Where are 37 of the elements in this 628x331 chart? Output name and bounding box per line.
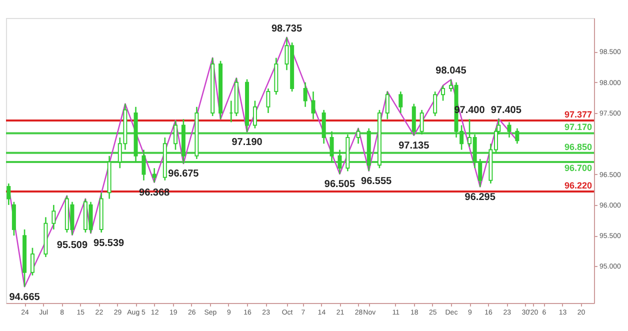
candlestick [507,122,512,138]
annotation: 98.045 [436,66,467,77]
candlestick [356,128,360,144]
annotation: 98.735 [271,23,302,34]
candlestick [174,120,178,150]
annotation: 96.295 [464,192,496,203]
candlestick [515,128,520,144]
annotation: 97.405 [490,104,522,116]
candlestick [52,204,56,230]
annotation: 96.555 [361,176,392,187]
ref-line-label: 96.220 [564,180,592,190]
candlestick [311,90,316,120]
annotation: 97.190 [232,137,263,148]
candlestick [142,149,146,182]
ref-line-label: 97.377 [564,110,592,120]
candlestick [338,149,342,175]
candlestick [6,182,11,206]
annotation: 95.539 [94,238,125,250]
ref-line-label: 96.850 [564,142,592,152]
annotation: 95.509 [56,240,88,252]
annotation: 96.505 [324,178,356,190]
candlestick [330,130,334,163]
candlestick [433,90,438,117]
ref-line-label: 97.170 [564,122,592,132]
annotation: 96.675 [168,168,200,180]
candlestick [152,168,156,184]
candlestick [441,84,446,102]
candlestick [303,82,308,108]
candlestick [420,109,424,136]
candlestick [266,88,270,114]
candlestick [398,90,403,114]
candlestick [30,247,34,276]
ref-line-label: 96.700 [564,163,592,174]
annotation: 94.665 [9,292,40,303]
candlestick [385,90,390,120]
candlestick [252,100,257,129]
annotation: 97.135 [398,140,430,152]
